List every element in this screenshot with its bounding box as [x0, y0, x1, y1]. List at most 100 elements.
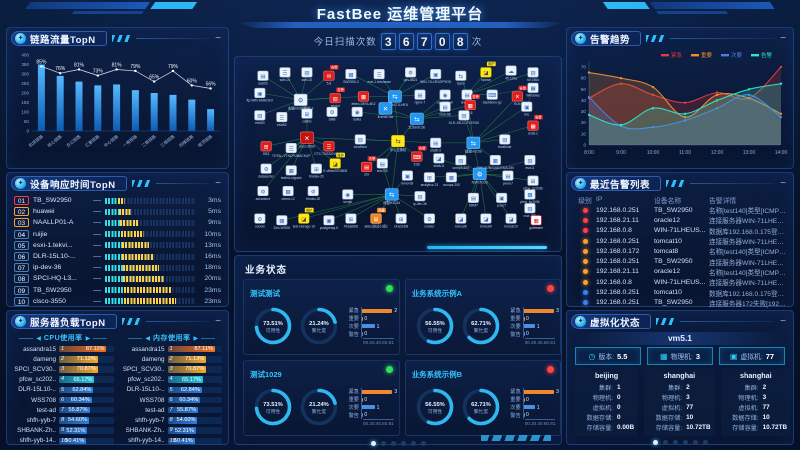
alarm-row[interactable]: 192.168.0.251 tomcat10 数据库192.168.0.175登录失… — [574, 287, 786, 298]
topology-node[interactable]: ▤localhost — [354, 134, 367, 150]
topology-node[interactable]: ⚙condor — [423, 213, 435, 229]
response-row[interactable]: 09 TB_SW2950 23ms — [14, 285, 221, 296]
load-row[interactable]: dameng 71.13% 2 — [122, 354, 222, 364]
topology-node[interactable]: ◉ kafka — [351, 106, 363, 122]
traffic-bar[interactable] — [113, 84, 121, 131]
pagination-dot[interactable] — [400, 441, 406, 446]
load-row[interactable]: WSS708 60.34% 6 — [122, 395, 222, 405]
collapse-button[interactable]: − — [215, 177, 221, 189]
response-row[interactable]: 01 TB_SW2950 3ms — [14, 195, 221, 206]
topology-node[interactable]: ▣wind-d8 — [402, 170, 414, 186]
load-row[interactable]: shfh-yyb-7 54.60% 8 — [122, 415, 222, 425]
topology-node[interactable]: ▤ esxi-3 — [524, 154, 536, 170]
site-card[interactable]: beijing 集群: 1 物理机: 0 虚拟机: 0 数据存储: 0 存储容量: 0.00B — [575, 369, 639, 436]
topology-node[interactable]: ⇆ 华为H3C30 — [408, 112, 425, 130]
pagination-dot[interactable] — [672, 439, 678, 445]
topology-node[interactable]: ⊞Kindav-20 — [309, 163, 324, 179]
load-row[interactable]: assandra15 87.11% 1 — [13, 344, 114, 354]
topology-node[interactable]: ▦ SW2950-2 — [343, 68, 359, 84]
response-row[interactable]: 03 NAALLP01-A 9ms — [14, 217, 221, 228]
topology-node[interactable]: ⚙ SMB — [326, 106, 338, 122]
traffic-bar[interactable] — [207, 109, 215, 131]
load-row[interactable]: DLR-15L10-.. 62.84% 5 — [122, 385, 222, 395]
topology-node[interactable]: ⇆绿盟WIN-71LHEU — [382, 90, 409, 108]
collapse-button[interactable]: − — [780, 32, 786, 44]
alarm-row[interactable]: 192.168.0.8 WIN-71LHEUS... 连接服务器WIN-71LHEU… — [574, 277, 786, 287]
topology-node[interactable]: ⇆ 绿盟H3C66 — [465, 136, 482, 154]
topology-node[interactable]: ⚙ NSFOCUS — [472, 167, 489, 185]
alarm-row[interactable]: 192.168.0.251 tomcat10 连接服务器WIN-71LHEUSP9O… — [574, 236, 786, 246]
topology-node[interactable]: ⊞pfcw_sc2036 — [523, 175, 543, 191]
topology-node[interactable]: ⌨5.6b 告警 — [411, 145, 427, 166]
topology-node[interactable]: ▦occups-200 — [443, 172, 460, 187]
topology-node[interactable]: ▤swh-02 — [301, 67, 313, 83]
load-row[interactable]: DLR-15L10-.. 62.84% 5 — [13, 385, 114, 395]
topology-node[interactable]: ▣ WIN-71LHEUSP9OD — [420, 68, 452, 84]
topology-node[interactable]: ▤tcf-1564 — [527, 67, 539, 83]
topology-node[interactable]: ▦ orbed-12 — [281, 185, 295, 201]
collapse-button[interactable]: − — [780, 177, 786, 189]
load-row[interactable]: WSS708 60.34% 6 — [13, 395, 114, 405]
topology-scrollbar[interactable] — [427, 246, 547, 249]
topology-node[interactable]: ▦redis-c 告警 — [527, 114, 543, 135]
topology-node[interactable]: ▦Dec-WSS8 — [274, 215, 290, 230]
load-row[interactable]: pfcw_sc202.. 65.17% 4 — [122, 375, 222, 385]
topology-node[interactable]: ◪tomcat9 — [480, 213, 492, 229]
traffic-bar[interactable] — [131, 90, 139, 131]
topology-node[interactable]: ▤ snmp3-209 — [453, 154, 470, 170]
pagination-dot[interactable] — [682, 439, 688, 445]
site-card[interactable]: shanghai 集群: 2 物理机: 3 虚拟机: 77 数据存储: 10 存储容量: 10.72… — [720, 369, 792, 436]
topology-node[interactable]: ▣postgresql-6 — [320, 215, 338, 230]
pagination-dot[interactable] — [652, 439, 658, 445]
topology-node[interactable]: ✕ license-sw — [378, 102, 394, 120]
topology-node[interactable]: ☰CTX-TOSSCVG678 — [314, 141, 344, 157]
pagination-dot[interactable] — [692, 439, 698, 445]
alarm-row[interactable]: 192.168.0.172 tomcat8 名称[test140]类型[ICMP]目… — [574, 246, 786, 256]
topology-node[interactable]: ☰ TOTAL-VTNCPUBACKUP — [272, 142, 311, 158]
topology-node[interactable]: ▦gotheatre — [529, 215, 543, 230]
topology-node[interactable]: ▤ ip-dev-36 — [413, 191, 427, 206]
pagination-dot[interactable] — [702, 439, 708, 445]
traffic-bar[interactable] — [94, 85, 102, 131]
load-row[interactable]: SHBANK-Zh.. 52.31% 9 — [122, 426, 222, 436]
alarm-row[interactable]: 192.168.0.251 TB_SW2950 名称[test140]类型[ICMP… — [574, 205, 786, 215]
traffic-bar[interactable] — [169, 94, 177, 131]
alarm-row[interactable]: 192.168.0.251 TB_SW2950 连接服务器172失败[192.168… — [574, 298, 786, 308]
topology-node[interactable]: ▦ 5.6 告警 — [464, 94, 481, 115]
pagination-dot[interactable] — [410, 441, 416, 446]
topology-node[interactable]: ☰ esxi62 — [276, 111, 288, 127]
topology-node[interactable]: ▤ zeptol 告警 — [329, 87, 345, 108]
virt-stat-box[interactable]: ◷ 版本: 5.5 — [575, 347, 641, 365]
topology-node[interactable]: ⊞OracleDB — [394, 213, 409, 229]
load-row[interactable]: shfh-yyb-7 54.60% 8 — [13, 415, 114, 425]
topology-node[interactable]: ⊞DB2 — [260, 141, 272, 157]
topology-node[interactable]: ▤ zbx 告警 — [361, 156, 377, 177]
load-row[interactable]: SPCI_SCV30.. 70.87% 3 — [122, 364, 222, 374]
biz-card[interactable]: 业务系统示例A 56.55% 可用性 62.71% 繁忙度 紧急 3 重要 0 次要 1 警告 0 0 0.… — [404, 279, 562, 355]
topology-node[interactable]: ◪hpcwe 维护 — [480, 61, 496, 82]
load-row[interactable]: dameng 71.13% 2 — [13, 354, 114, 364]
biz-card[interactable]: 测试1029 73.51% 可用性 21.24% 繁忙度 紧急 3 重要 0 次要 1 警告 0 0 0.2… — [243, 360, 400, 436]
site-card[interactable]: shanghai 集群: 2 物理机: 3 虚拟机: 77 数据存储: 10 存储容量: 10.72… — [644, 369, 715, 436]
collapse-button[interactable]: − — [780, 315, 786, 327]
topology-node[interactable]: ▤ olsdb-2 — [430, 137, 441, 153]
alarm-row[interactable]: 192.168.21.11 oracle12 连接服务器WIN-71LHEUSP9O… — [574, 215, 786, 225]
response-row[interactable]: 07 ip-dev-36 18ms — [14, 262, 221, 273]
topology-node[interactable]: ▤tecalhost — [498, 134, 511, 150]
pagination-dot[interactable] — [380, 441, 386, 446]
load-row[interactable]: shfh-yyb-14.. 50.41% 10 — [122, 436, 222, 446]
topology-node[interactable]: ✕f5-lb 告警 — [511, 85, 528, 106]
topology-node[interactable]: ⊞analytics-23 — [421, 172, 439, 187]
topology-node[interactable]: ⇆ hpsvr — [455, 70, 467, 86]
topology-node[interactable]: ▤meb-88 — [440, 101, 451, 117]
topology-node[interactable]: ▣ pnoc7 — [496, 192, 508, 208]
response-row[interactable]: 05 esxi-1.tekvi... 13ms — [14, 240, 221, 251]
alarm-row[interactable]: 192.168.21.11 oracle12 名称[test140]类型[ICMP]… — [574, 267, 786, 277]
load-row[interactable]: SPCI_SCV30.. 70.87% 3 — [13, 364, 114, 374]
alarm-row[interactable]: 192.168.0.8 WIN-71LHEUS... 数据库192.168.0.17… — [574, 226, 786, 236]
topology-node[interactable]: ▦ Windows — [526, 82, 540, 98]
topology-node[interactable]: ◪shsfc-8 — [433, 153, 445, 169]
topology-node[interactable]: ◪test-storage-19 维护 — [293, 207, 315, 228]
topology-node[interactable]: ▤snb230 — [376, 158, 388, 174]
topology-node[interactable]: ◪tomcat10 — [504, 213, 518, 229]
